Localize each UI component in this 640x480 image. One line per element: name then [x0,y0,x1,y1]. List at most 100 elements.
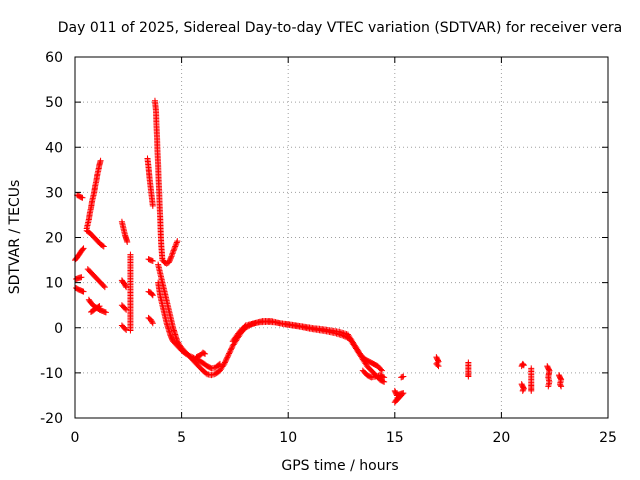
data-point [149,257,156,264]
y-tick-label: -10 [40,366,63,382]
data-point [79,194,86,201]
data-point [169,250,176,257]
data-point [149,291,156,298]
y-tick-label: 0 [54,321,63,337]
data-point [172,243,179,250]
data-point [228,345,235,352]
data-point [170,248,177,255]
data-point [465,373,472,380]
y-axis-label: SDTVAR / TECUs [7,180,23,295]
data-point [224,354,231,361]
data-point [226,350,233,357]
data-point [558,383,565,390]
y-tick-label: -20 [40,411,63,427]
data-point [122,325,129,332]
data-point [186,352,193,359]
data-point [545,383,552,390]
data-point [123,284,130,291]
x-tick-label: 25 [599,430,617,446]
data-point [557,382,564,389]
y-tick-label: 60 [45,50,63,66]
data-point [99,242,106,249]
data-point [127,327,134,334]
data-point [221,359,228,366]
x-axis-label: GPS time / hours [281,458,398,474]
data-point [394,395,401,402]
y-tick-label: 20 [45,231,63,247]
data-point [520,362,527,369]
data-point [221,360,228,367]
data-point [124,239,131,246]
data-point [173,240,180,247]
data-point [223,356,230,363]
data-point [184,351,191,358]
data-point [227,347,234,354]
data-point [229,344,236,351]
data-point [520,361,527,368]
y-tick-label: 50 [45,95,63,111]
data-point [224,353,231,360]
data-point [528,387,535,394]
data-point [435,363,442,370]
data-point [101,284,108,291]
x-tick-label: 20 [492,430,510,446]
data-point [394,394,401,401]
data-point [172,242,179,249]
data-point [185,352,192,359]
x-tick-label: 5 [177,430,186,446]
x-tick-labels: 0 5 10 15 20 25 [71,430,617,446]
data-point [149,320,156,327]
data-point [227,346,234,353]
data-point [149,202,156,209]
data-point [434,361,441,368]
data-point [171,246,178,253]
data-point [222,358,229,365]
data-point [149,319,156,326]
data-point [79,246,86,253]
data-point [95,303,102,310]
data-point [78,274,85,281]
data-point [100,243,107,250]
data-point [149,292,156,299]
data-point [173,239,180,246]
data-point [215,361,222,368]
data-point [96,303,103,310]
data-point [519,387,526,394]
y-tick-labels: -20 -10 0 10 20 30 40 50 60 [40,50,63,427]
axis-ticks [74,56,609,419]
data-point [122,305,129,312]
data-point [169,251,176,258]
data-point [187,353,194,360]
data-point [223,355,230,362]
data-point [100,283,107,290]
data-point [97,157,104,164]
chart-title: Day 011 of 2025, Sidereal Day-to-day VTE… [58,20,622,36]
data-point [519,360,526,367]
data-point [200,350,207,357]
data-point [226,349,233,356]
data-points [72,97,565,406]
data-point [380,373,387,380]
data-point [400,373,407,380]
y-tick-label: 10 [45,276,63,292]
data-point [167,255,174,262]
data-point [520,386,527,393]
data-point [174,238,181,245]
data-point [381,374,388,381]
data-point [167,254,174,261]
x-tick-label: 10 [279,430,297,446]
data-point [182,350,189,357]
x-tick-label: 0 [71,430,80,446]
data-point [190,354,197,361]
data-point [80,245,87,252]
data-point [123,306,130,313]
data-point [170,247,177,254]
data-point [102,309,109,316]
y-tick-label: 40 [45,140,63,156]
data-point [202,350,209,357]
data-point [377,366,384,373]
y-tick-label: 30 [45,185,63,201]
data-point [171,244,178,251]
data-point [379,367,386,374]
